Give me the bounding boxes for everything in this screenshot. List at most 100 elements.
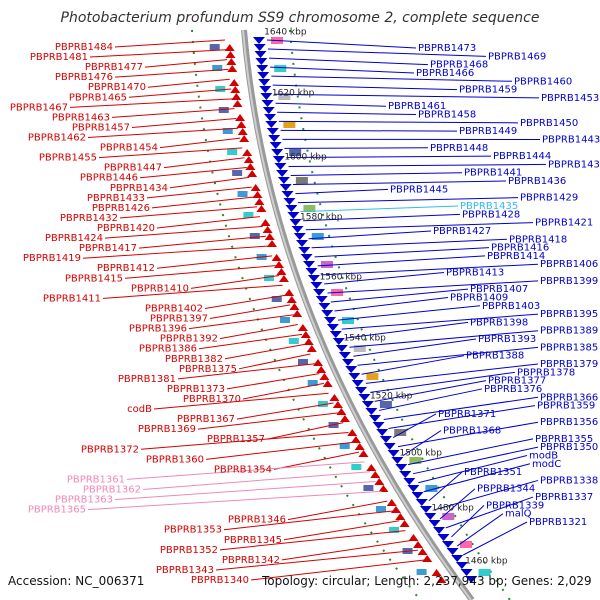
annotation-block[interactable] [288,338,299,344]
annotation-block[interactable] [409,457,422,464]
reverse-gene-arrow[interactable] [279,184,292,191]
forward-gene-arrow[interactable] [278,275,289,282]
reverse-gene-arrow[interactable] [310,282,323,289]
gene-label-left[interactable]: PBPRB1484 [55,42,113,53]
reverse-gene-arrow[interactable] [315,296,328,303]
forward-gene-arrow[interactable] [245,163,256,170]
forward-gene-arrow[interactable] [374,478,385,485]
reverse-gene-arrow[interactable] [338,352,351,359]
forward-gene-arrow[interactable] [267,240,278,247]
gene-label-left[interactable]: PBPRB1340 [191,575,249,586]
forward-gene-arrow[interactable] [366,464,377,471]
annotation-block[interactable] [280,317,291,323]
reverse-gene-arrow[interactable] [300,254,313,261]
forward-gene-arrow[interactable] [422,555,433,562]
reverse-gene-arrow[interactable] [258,79,271,86]
annotation-block[interactable] [227,149,238,155]
forward-gene-arrow[interactable] [237,128,248,135]
annotation-block[interactable] [375,506,386,512]
reverse-gene-arrow[interactable] [272,156,285,163]
reverse-gene-arrow[interactable] [326,324,339,331]
gene-label-right[interactable]: PBPRB1338 [540,475,598,486]
gene-label-right[interactable]: PBPRB1435 [460,201,518,212]
forward-gene-arrow[interactable] [322,380,333,387]
reverse-gene-arrow[interactable] [274,163,287,170]
forward-gene-arrow[interactable] [289,303,300,310]
gene-label-left[interactable]: PBPRB1360 [146,454,204,465]
gene-label-left[interactable]: PBPRB1369 [138,424,196,435]
forward-gene-arrow[interactable] [354,443,365,450]
forward-gene-arrow[interactable] [276,268,287,275]
gene-label-right[interactable]: PBPRB1376 [484,384,542,395]
reverse-gene-arrow[interactable] [298,247,311,254]
forward-gene-arrow[interactable] [395,513,406,520]
reverse-gene-arrow[interactable] [403,478,416,485]
gene-label-right[interactable]: PBPRB1409 [450,292,508,303]
annotation-block[interactable] [222,128,233,134]
annotation-block[interactable] [342,317,355,324]
reverse-gene-arrow[interactable] [285,205,298,212]
reverse-gene-arrow[interactable] [341,359,354,366]
reverse-gene-arrow[interactable] [383,443,396,450]
annotation-block[interactable] [379,401,392,408]
gene-label-left[interactable]: PBPRB1476 [55,72,113,83]
gene-label-right[interactable]: PBPRB1443 [542,134,600,145]
reverse-gene-arrow[interactable] [252,37,265,44]
forward-gene-arrow[interactable] [243,156,254,163]
gene-label-left[interactable]: PBPRB1365 [28,505,86,516]
forward-gene-arrow[interactable] [227,65,238,72]
gene-label-right[interactable]: PBPRB1468 [430,60,488,71]
forward-gene-arrow[interactable] [286,296,297,303]
forward-gene-arrow[interactable] [250,184,261,191]
gene-label-right[interactable]: PBPRB1344 [477,484,535,495]
reverse-gene-arrow[interactable] [253,44,266,51]
reverse-gene-arrow[interactable] [264,114,277,121]
forward-gene-arrow[interactable] [350,436,361,443]
forward-gene-arrow[interactable] [399,520,410,527]
gene-label-left[interactable]: PBPRB1420 [97,223,155,234]
gene-label-right[interactable]: PBPRB1406 [540,259,598,270]
gene-label-right[interactable]: PBPRB1371 [438,409,496,420]
reverse-gene-arrow[interactable] [387,450,400,457]
forward-gene-arrow[interactable] [262,226,273,233]
reverse-gene-arrow[interactable] [296,240,309,247]
annotation-block[interactable] [321,261,334,268]
reverse-gene-arrow[interactable] [257,72,270,79]
annotation-block[interactable] [478,569,491,576]
forward-gene-arrow[interactable] [229,79,240,86]
gene-label-right[interactable]: PBPRB1448 [430,143,488,154]
reverse-gene-arrow[interactable] [345,366,358,373]
gene-label-left[interactable]: PBPRB1367 [177,414,235,425]
annotation-block[interactable] [394,429,407,436]
annotation-block[interactable] [209,44,220,50]
gene-label-left[interactable]: PBPRB1467 [10,102,68,113]
forward-gene-arrow[interactable] [336,408,347,415]
gene-label-left[interactable]: PBPRB1412 [97,263,155,274]
forward-gene-arrow[interactable] [332,401,343,408]
forward-gene-arrow[interactable] [264,233,275,240]
gene-label-left[interactable]: PBPRB1447 [104,163,162,174]
gene-label-right[interactable]: PBPRB1458 [418,110,476,121]
reverse-gene-arrow[interactable] [276,170,289,177]
gene-label-left[interactable]: PBPRB1433 [87,193,145,204]
gene-label-left[interactable]: PBPRB1454 [100,143,158,154]
gene-label-right[interactable]: PBPRB1469 [488,51,546,62]
forward-gene-arrow[interactable] [256,205,267,212]
annotation-block[interactable] [353,345,366,352]
annotation-block[interactable] [212,65,223,71]
annotation-block[interactable] [278,93,291,100]
annotation-block[interactable] [274,65,287,72]
annotation-block[interactable] [425,485,438,492]
annotation-block[interactable] [232,170,243,176]
reverse-gene-arrow[interactable] [261,100,274,107]
annotation-block[interactable] [351,464,362,470]
reverse-gene-arrow[interactable] [260,93,273,100]
reverse-gene-arrow[interactable] [433,527,446,534]
reverse-gene-arrow[interactable] [265,121,278,128]
gene-label-right[interactable]: PBPRB1388 [466,351,524,362]
forward-gene-arrow[interactable] [236,121,247,128]
gene-label-right[interactable]: PBPRB1389 [540,326,598,337]
forward-gene-arrow[interactable] [230,86,241,93]
forward-gene-arrow[interactable] [284,289,295,296]
gene-label-left[interactable]: PBPRB1342 [222,555,280,566]
